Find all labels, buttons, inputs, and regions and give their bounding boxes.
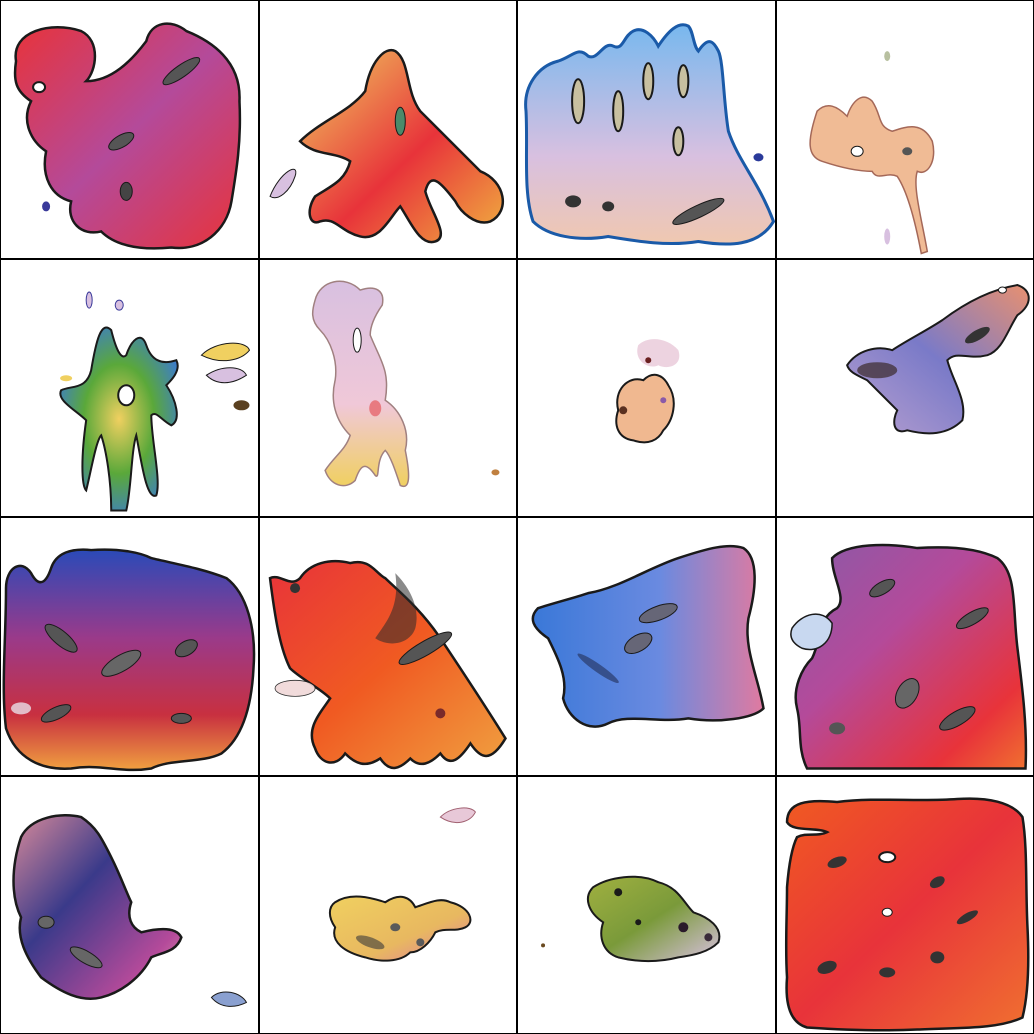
tile-r2-c2: [259, 259, 516, 516]
tile-r4-c2: [259, 776, 516, 1033]
blob-green-star: [59, 291, 251, 511]
tile-r3-c1: [1, 518, 258, 775]
blob-olive-speckle: [541, 875, 721, 962]
blob-blue-red-large: [2, 548, 256, 772]
blob-tiny-speckle: [615, 338, 680, 443]
tile-r2-c4: [776, 259, 1033, 516]
blob-tendrils-yellow: [268, 48, 504, 244]
tile-r1-c1: [1, 1, 258, 258]
blob-lightblue-fingers: [524, 23, 775, 246]
blob-yellow-small: [328, 806, 476, 962]
tile-r1-c3: [518, 1, 775, 258]
tile-r4-c4: [776, 776, 1033, 1033]
tile-r1-c2: [259, 1, 516, 258]
tile-r1-c4: [776, 1, 1033, 258]
blob-orange-square: [784, 796, 1029, 1032]
blob-red-orange-jagged: [268, 559, 507, 770]
tile-r4-c1: [1, 776, 258, 1033]
blob-purple-curl: [12, 813, 248, 1007]
tile-r2-c1: [1, 259, 258, 516]
tile-r3-c3: [518, 518, 775, 775]
blob-red-purple: [13, 22, 242, 250]
tile-r2-c3: [518, 259, 775, 516]
blob-small-peach: [808, 51, 934, 255]
tile-r3-c2: [259, 518, 516, 775]
tile-r4-c3: [518, 776, 775, 1033]
blob-magenta-red-large: [789, 543, 1027, 770]
blob-diagonal-lavender: [845, 283, 1030, 434]
tile-r3-c4: [776, 518, 1033, 775]
blob-lavender-vertical: [311, 280, 499, 487]
blob-blue-magenta: [531, 544, 765, 728]
